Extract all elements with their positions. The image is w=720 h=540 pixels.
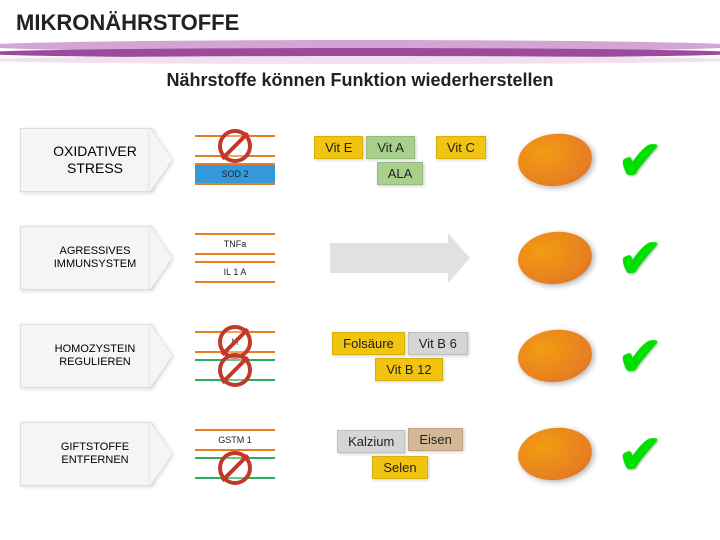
checkmark-icon: ✔ bbox=[617, 129, 662, 192]
category-label: OXIDATIVER STRESS bbox=[20, 143, 170, 177]
row-category-arrow: HOMOZYSTEIN REGULIEREN bbox=[20, 324, 170, 388]
nutrient-box: Vit B 12 bbox=[375, 358, 442, 381]
swoosh-divider bbox=[16, 40, 704, 68]
nutrient-group bbox=[300, 233, 500, 283]
page-title: MIKRONÄHRSTOFFE bbox=[16, 10, 704, 36]
header: MIKRONÄHRSTOFFE Nährstoffe können Funkti… bbox=[0, 0, 720, 101]
gene-label: IL 1 A bbox=[195, 261, 275, 283]
check-column: ✔ bbox=[610, 129, 670, 192]
gray-arrow-icon bbox=[330, 233, 470, 283]
gene-label bbox=[195, 135, 275, 157]
nutrient-box: Kalzium bbox=[337, 430, 405, 453]
category-label: AGRESSIVES IMMUNSYSTEM bbox=[20, 245, 170, 271]
checkmark-icon: ✔ bbox=[617, 325, 662, 388]
gene-label: GSTM 1 bbox=[195, 429, 275, 451]
cell-blob-icon bbox=[515, 326, 594, 385]
page-subtitle: Nährstoffe können Funktion wiederherstel… bbox=[16, 70, 704, 91]
row-category-arrow: OXIDATIVER STRESS bbox=[20, 128, 170, 192]
gene-label bbox=[195, 359, 275, 381]
nutrient-group: Vit EVit A Vit C ALA bbox=[300, 136, 500, 185]
checkmark-icon: ✔ bbox=[617, 423, 662, 486]
diagram-row: OXIDATIVER STRESS SOD 2 Vit EVit A Vit C ALA… bbox=[20, 115, 700, 205]
gene-label bbox=[195, 457, 275, 479]
gene-labels: M bbox=[170, 331, 300, 381]
row-category-arrow: GIFTSTOFFE ENTFERNEN bbox=[20, 422, 170, 486]
check-column: ✔ bbox=[610, 423, 670, 486]
category-label: HOMOZYSTEIN REGULIEREN bbox=[20, 343, 170, 369]
nutrient-box: Vit C bbox=[436, 136, 486, 159]
blob-column bbox=[500, 232, 610, 284]
nutrient-box: Vit A bbox=[366, 136, 415, 159]
check-column: ✔ bbox=[610, 325, 670, 388]
gene-label: SOD 2 bbox=[195, 163, 275, 185]
gene-labels: GSTM 1 bbox=[170, 429, 300, 479]
row-category-arrow: AGRESSIVES IMMUNSYSTEM bbox=[20, 226, 170, 290]
diagram-row: GIFTSTOFFE ENTFERNEN GSTM 1 KalziumEisen Se… bbox=[20, 409, 700, 499]
content-grid: OXIDATIVER STRESS SOD 2 Vit EVit A Vit C ALA… bbox=[0, 101, 720, 499]
nutrient-group: FolsäureVit B 6 Vit B 12 bbox=[300, 332, 500, 381]
nutrient-box: Vit E bbox=[314, 136, 363, 159]
cell-blob-icon bbox=[515, 424, 594, 483]
nutrient-box: Vit B 6 bbox=[408, 332, 468, 355]
blob-column bbox=[500, 330, 610, 382]
check-column: ✔ bbox=[610, 227, 670, 290]
nutrient-box: Selen bbox=[372, 456, 427, 479]
category-label: GIFTSTOFFE ENTFERNEN bbox=[20, 441, 170, 467]
blob-column bbox=[500, 428, 610, 480]
cell-blob-icon bbox=[515, 228, 594, 287]
checkmark-icon: ✔ bbox=[617, 227, 662, 290]
gene-label: M bbox=[195, 331, 275, 353]
cell-blob-icon bbox=[515, 130, 594, 189]
diagram-row: HOMOZYSTEIN REGULIEREN M FolsäureVit B 6 Vi… bbox=[20, 311, 700, 401]
gene-labels: SOD 2 bbox=[170, 135, 300, 185]
diagram-row: AGRESSIVES IMMUNSYSTEM TNFa IL 1 A ✔ bbox=[20, 213, 700, 303]
prohibit-icon bbox=[218, 451, 252, 485]
prohibit-icon bbox=[218, 129, 252, 163]
gene-label: TNFa bbox=[195, 233, 275, 255]
blob-column bbox=[500, 134, 610, 186]
nutrient-box: Eisen bbox=[408, 428, 463, 451]
gene-labels: TNFa IL 1 A bbox=[170, 233, 300, 283]
nutrient-box: Folsäure bbox=[332, 332, 405, 355]
prohibit-icon bbox=[218, 353, 252, 387]
nutrient-box: ALA bbox=[377, 162, 424, 185]
nutrient-group: KalziumEisen Selen bbox=[300, 430, 500, 479]
